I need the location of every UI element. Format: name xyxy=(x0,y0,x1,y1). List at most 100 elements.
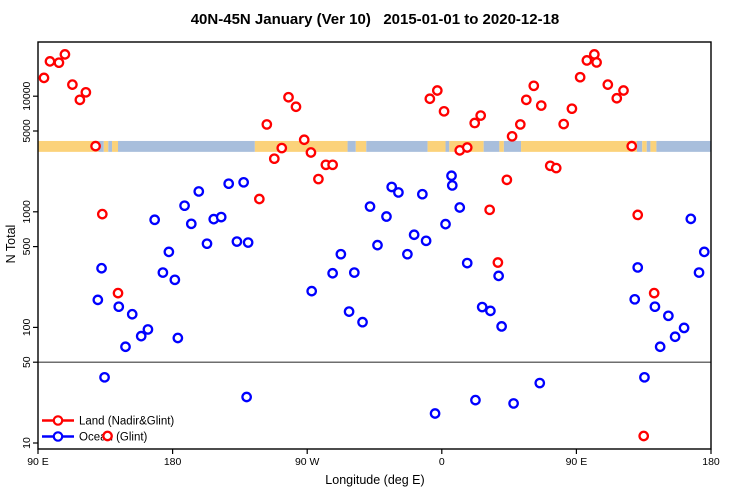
data-point-land xyxy=(611,92,623,104)
data-point-ocean xyxy=(142,324,154,335)
data-point-land xyxy=(102,430,113,442)
data-point-ocean xyxy=(113,301,125,313)
data-point-land xyxy=(574,71,586,83)
data-point-ocean xyxy=(629,293,641,305)
data-point-land xyxy=(501,174,513,186)
map-band-segment-land xyxy=(112,140,119,152)
x-tick-label: 0 xyxy=(439,456,445,468)
data-point-land xyxy=(581,55,593,66)
data-point-ocean xyxy=(169,274,181,286)
data-point-ocean xyxy=(238,176,249,188)
x-tick-label: 180 xyxy=(702,456,720,468)
data-point-ocean xyxy=(185,218,197,230)
data-point-ocean xyxy=(420,235,432,247)
map-band-segment-ocean xyxy=(636,140,643,152)
data-point-land xyxy=(305,147,317,158)
data-point-ocean xyxy=(215,211,227,223)
data-point-ocean xyxy=(364,201,376,212)
map-band-segment-ocean xyxy=(118,140,255,152)
data-point-land xyxy=(276,142,288,154)
data-point-land xyxy=(632,209,644,221)
map-band-segment-land xyxy=(103,140,109,152)
map-band-segment-ocean xyxy=(347,140,356,152)
data-point-ocean xyxy=(135,330,147,342)
legend-label: Ocean (Glint) xyxy=(79,432,148,444)
data-point-land xyxy=(626,140,638,152)
data-point-land xyxy=(67,79,78,90)
data-point-ocean xyxy=(669,331,681,343)
data-point-ocean xyxy=(685,213,697,225)
map-band-segment-ocean xyxy=(108,140,113,152)
data-point-ocean xyxy=(470,394,481,406)
data-point-ocean xyxy=(693,267,705,278)
data-point-land xyxy=(80,86,92,98)
x-tick-label: 90 E xyxy=(27,456,49,468)
data-point-ocean xyxy=(372,239,383,251)
y-tick-label: 100 xyxy=(21,318,33,336)
data-point-ocean xyxy=(92,294,104,306)
map-band-segment-land xyxy=(521,140,637,152)
data-point-ocean xyxy=(381,211,392,222)
y-axis-label: N Total xyxy=(4,224,18,264)
data-point-land xyxy=(602,79,614,90)
map-band-segment-ocean xyxy=(98,140,104,152)
data-point-land xyxy=(112,287,124,299)
data-point-land xyxy=(53,57,65,69)
data-point-ocean xyxy=(429,408,441,419)
data-point-land xyxy=(566,103,578,115)
y-tick-label: 5000 xyxy=(21,119,33,143)
data-point-ocean xyxy=(343,306,355,317)
data-point-ocean xyxy=(157,267,169,278)
data-point-land xyxy=(475,110,487,121)
data-point-ocean xyxy=(534,377,546,389)
data-point-ocean xyxy=(348,267,360,278)
map-band-segment-ocean xyxy=(445,140,450,152)
legend-label: Land (Nadir&Glint) xyxy=(79,416,174,428)
data-point-land xyxy=(520,94,532,106)
data-point-land xyxy=(74,94,86,106)
legend-marker xyxy=(52,431,64,442)
map-band-segment-ocean xyxy=(503,140,522,152)
data-point-land xyxy=(648,287,660,299)
data-point-ocean xyxy=(496,321,507,332)
data-point-ocean xyxy=(446,170,457,182)
data-point-land xyxy=(514,119,526,130)
data-point-ocean xyxy=(179,200,190,212)
data-point-ocean xyxy=(485,305,496,317)
data-point-ocean xyxy=(446,180,458,191)
map-band-segment-land xyxy=(355,140,367,152)
data-point-ocean xyxy=(476,301,488,313)
legend-marker xyxy=(52,415,64,426)
x-tick-label: 90 W xyxy=(295,456,320,468)
data-point-ocean xyxy=(163,246,175,258)
data-point-land xyxy=(283,91,294,103)
x-tick-label: 180 xyxy=(164,456,182,468)
data-point-ocean xyxy=(201,238,213,250)
data-point-ocean xyxy=(440,218,451,230)
data-point-ocean xyxy=(327,267,338,279)
data-point-ocean xyxy=(402,248,413,260)
data-point-ocean xyxy=(632,262,644,273)
data-point-ocean xyxy=(172,332,184,344)
data-point-land xyxy=(618,85,629,96)
map-band-segment-ocean xyxy=(646,140,651,152)
map-band-segment-land xyxy=(38,140,99,152)
data-point-land xyxy=(59,49,71,60)
data-point-ocean xyxy=(408,229,420,241)
data-point-ocean xyxy=(663,310,674,322)
data-point-land xyxy=(298,134,310,146)
data-point-land xyxy=(469,117,481,129)
data-point-land xyxy=(550,162,562,174)
data-point-land xyxy=(438,105,450,117)
data-point-ocean xyxy=(649,301,661,313)
data-point-ocean xyxy=(231,236,243,247)
data-point-ocean xyxy=(639,371,650,383)
data-point-ocean xyxy=(698,246,710,258)
y-tick-label: 50 xyxy=(21,356,33,368)
data-point-land xyxy=(535,100,547,111)
data-point-land xyxy=(313,173,324,185)
plot-border xyxy=(37,41,712,450)
data-point-ocean xyxy=(454,202,466,213)
data-point-land xyxy=(253,193,265,205)
